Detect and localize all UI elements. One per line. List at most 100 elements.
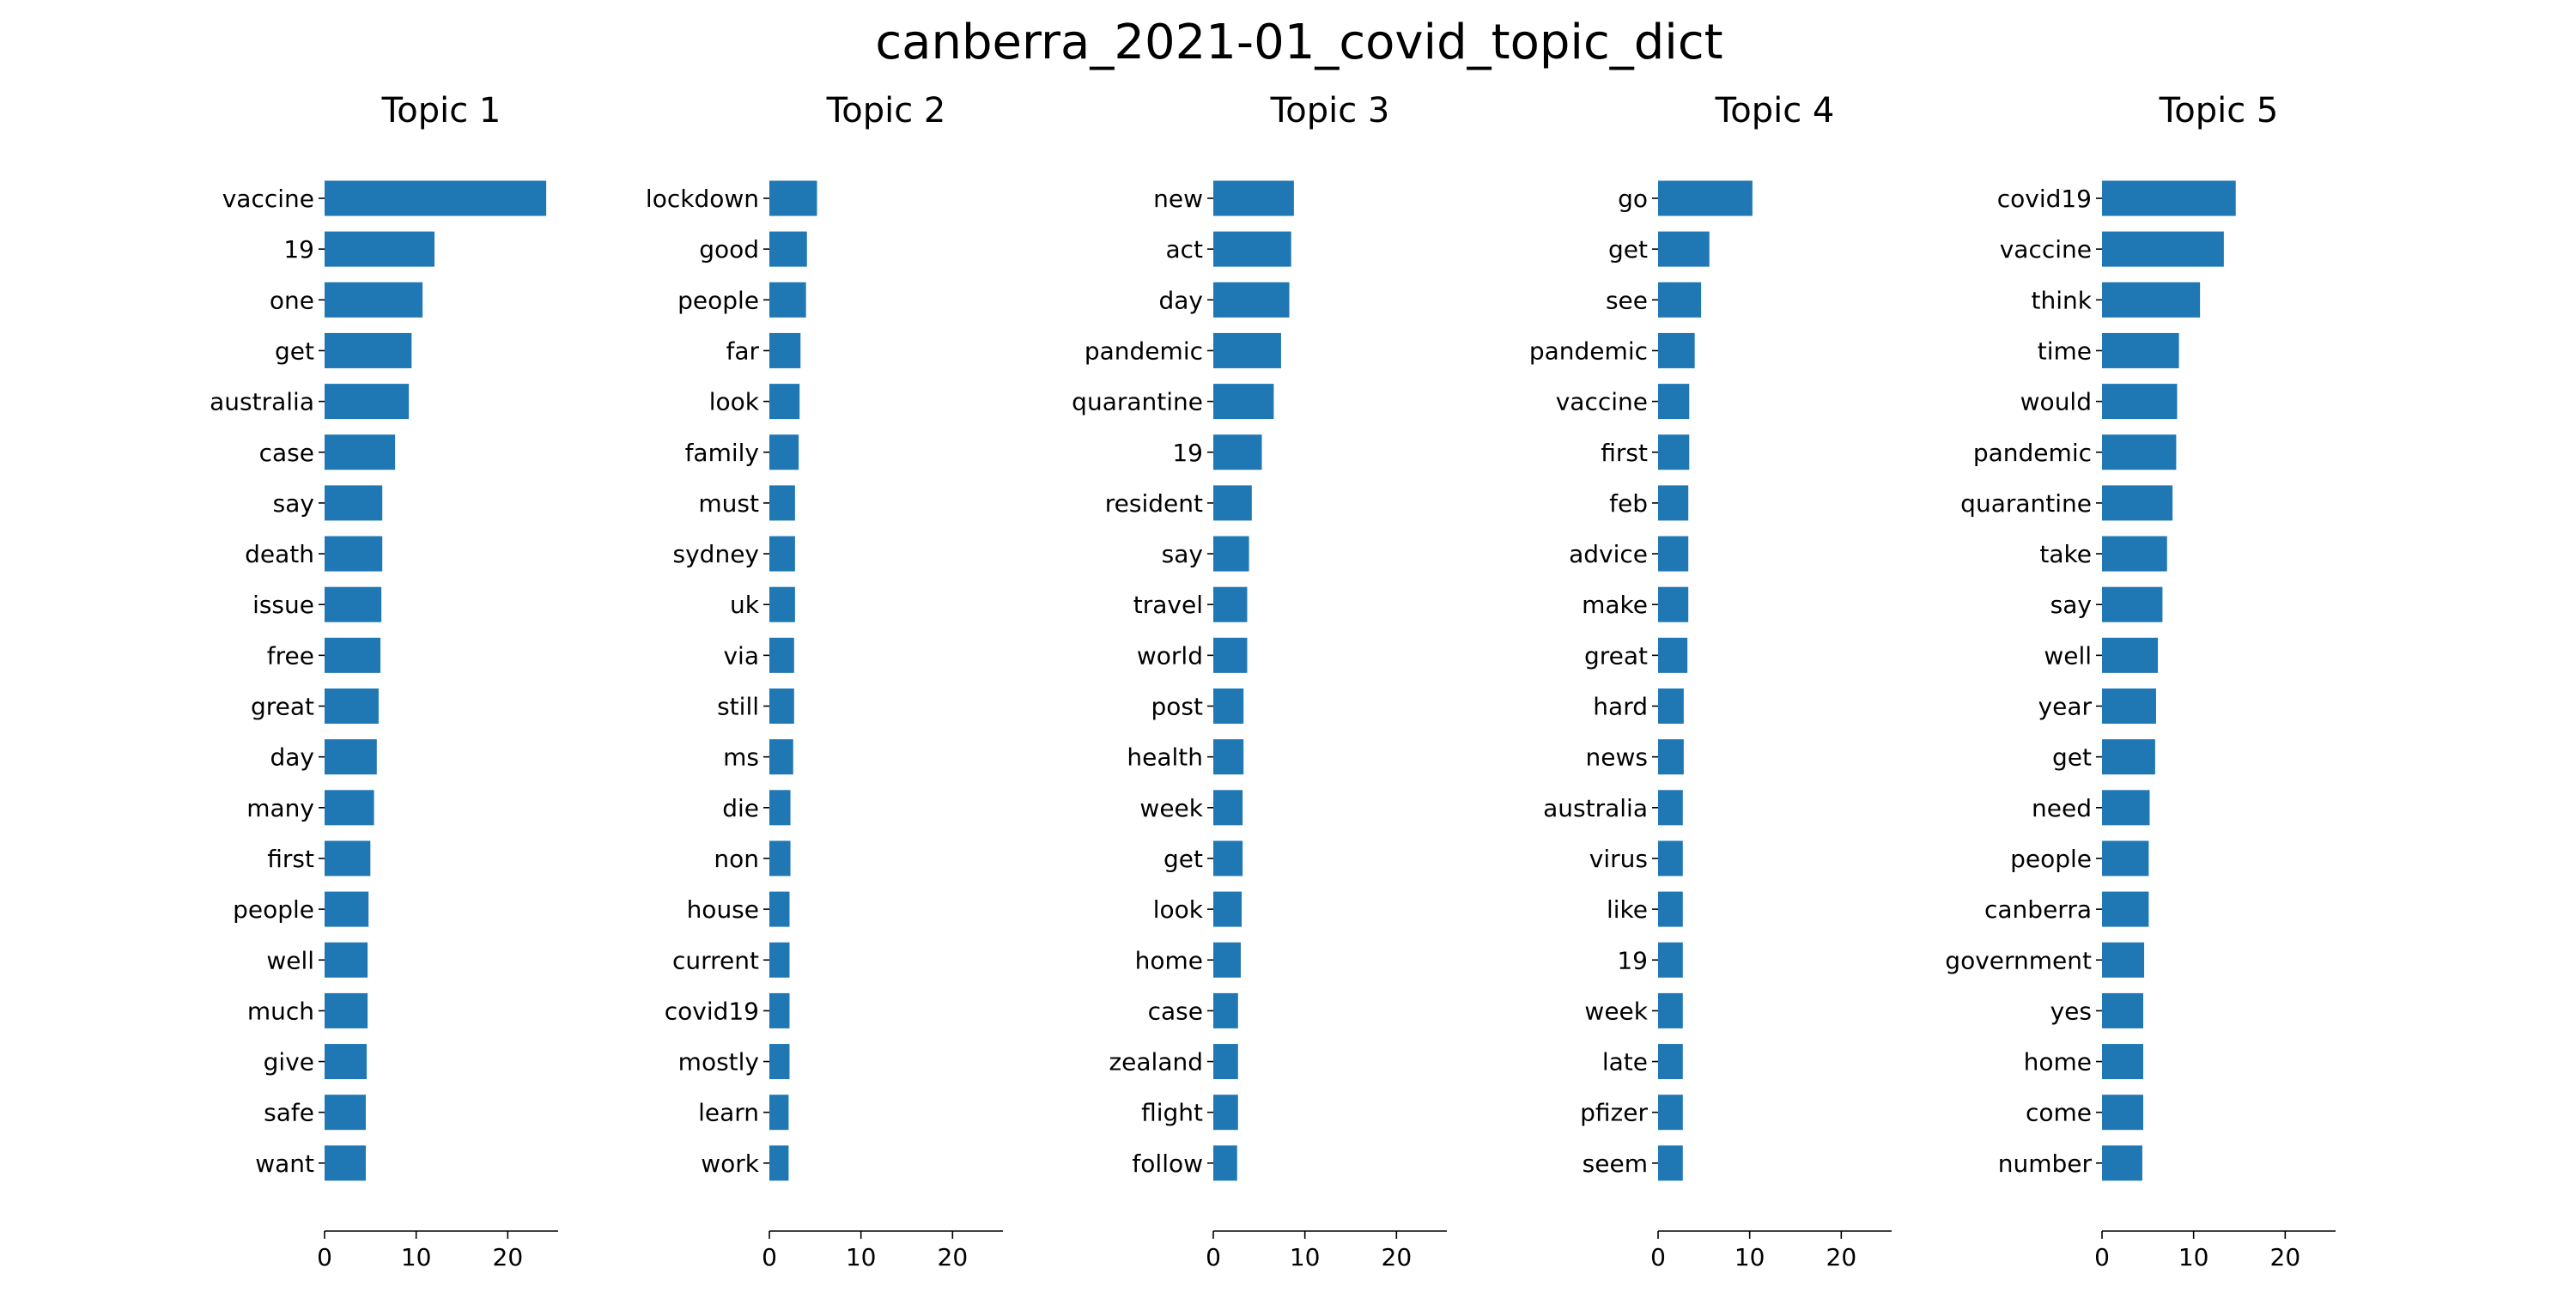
bar [1213, 231, 1291, 267]
y-tick-label: death [245, 540, 314, 568]
y-tick-label: ms [723, 743, 759, 772]
y-tick-label: say [2050, 591, 2092, 619]
y-tick-label: non [714, 845, 759, 873]
x-tick-label: 0 [2094, 1243, 2110, 1271]
x-tick-label: 10 [846, 1243, 877, 1271]
bar [325, 586, 382, 622]
topic-panel-4: Topic 4 go get see pandemic vaccine first feb ad… [1529, 91, 1892, 1271]
bar [1213, 688, 1244, 724]
y-tick-label: uk [730, 591, 760, 619]
bar [769, 1095, 789, 1131]
bar [1213, 332, 1281, 368]
bar [325, 840, 371, 876]
bar [1658, 485, 1689, 521]
y-tick-label: time [2038, 337, 2092, 365]
y-tick-label: week [1584, 997, 1648, 1025]
bar [1658, 891, 1683, 927]
bar [1213, 637, 1248, 673]
bar [1658, 637, 1688, 673]
panel-title: Topic 1 [381, 91, 501, 130]
bar [769, 790, 791, 826]
bar [325, 485, 383, 521]
bar [769, 384, 800, 420]
bar [2102, 1095, 2143, 1131]
bar [325, 384, 410, 420]
y-tick-label: go [1618, 185, 1648, 213]
y-tick-label: health [1127, 743, 1203, 772]
bar [325, 1095, 366, 1131]
y-tick-label: covid19 [1997, 185, 2092, 213]
y-tick-label: mostly [678, 1048, 759, 1077]
y-tick-label: lockdown [646, 185, 759, 213]
y-tick-label: travel [1133, 591, 1203, 619]
y-tick-label: get [1163, 845, 1203, 873]
y-tick-label: current [672, 946, 759, 974]
topic-panel-1: Topic 1 vaccine 19 one get australia case say de… [210, 91, 558, 1271]
y-tick-label: free [267, 641, 314, 670]
bar [1658, 688, 1684, 724]
bar [1213, 1095, 1238, 1131]
figure-title: canberra_2021-01_covid_topic_dict [875, 15, 1722, 70]
bar [1213, 790, 1243, 826]
y-tick-label: yes [2050, 997, 2092, 1025]
y-tick-label: pfizer [1580, 1099, 1648, 1127]
y-tick-label: pandemic [1973, 439, 2092, 467]
x-tick-label: 20 [1382, 1243, 1413, 1271]
panel-title: Topic 3 [1270, 91, 1390, 130]
y-tick-label: seem [1583, 1149, 1648, 1178]
bar [325, 790, 374, 826]
bar [325, 536, 383, 572]
bar [325, 1044, 368, 1080]
y-tick-label: quarantine [1960, 489, 2092, 518]
bar [1658, 1044, 1683, 1080]
bar [325, 739, 377, 775]
bar [1658, 739, 1684, 775]
y-tick-label: government [1945, 946, 2092, 974]
y-tick-label: late [1602, 1048, 1648, 1077]
bar [2102, 332, 2179, 368]
bar [1658, 1145, 1683, 1181]
bar [1213, 942, 1241, 978]
y-tick-label: house [687, 895, 759, 924]
y-tick-label: feb [1609, 489, 1648, 518]
x-tick-label: 0 [317, 1243, 332, 1271]
x-tick-label: 10 [1290, 1243, 1321, 1271]
bar [2102, 891, 2149, 927]
x-tick-label: 0 [1650, 1243, 1666, 1271]
y-tick-label: good [699, 235, 759, 264]
panel-title: Topic 2 [826, 91, 946, 130]
bar [769, 637, 794, 673]
y-tick-label: australia [1543, 794, 1648, 822]
x-tick-label: 10 [1735, 1243, 1765, 1271]
bar [325, 992, 368, 1028]
y-tick-label: week [1139, 794, 1203, 822]
bar [1213, 536, 1249, 572]
bar [769, 942, 790, 978]
y-tick-label: news [1586, 743, 1648, 772]
y-tick-label: great [251, 693, 314, 721]
bar [1658, 992, 1683, 1028]
y-tick-label: home [2024, 1048, 2092, 1077]
bar [1213, 1044, 1238, 1080]
y-tick-label: well [266, 946, 314, 974]
y-tick-label: work [701, 1149, 760, 1178]
y-tick-label: canberra [1984, 895, 2092, 924]
y-tick-label: look [709, 388, 760, 416]
y-tick-label: need [2032, 794, 2092, 822]
y-tick-label: like [1607, 895, 1648, 924]
bar [769, 536, 795, 572]
bar [2102, 180, 2236, 216]
y-tick-label: world [1137, 641, 1203, 670]
y-tick-label: people [233, 895, 314, 924]
bar [1658, 332, 1695, 368]
y-tick-label: resident [1105, 489, 1203, 518]
y-tick-label: australia [210, 388, 314, 416]
y-tick-label: issue [252, 591, 314, 619]
x-tick-label: 20 [1826, 1243, 1857, 1271]
y-tick-label: home [1135, 946, 1203, 974]
y-tick-label: much [247, 997, 314, 1025]
x-tick-label: 20 [2270, 1243, 2301, 1271]
bar [2102, 840, 2149, 876]
